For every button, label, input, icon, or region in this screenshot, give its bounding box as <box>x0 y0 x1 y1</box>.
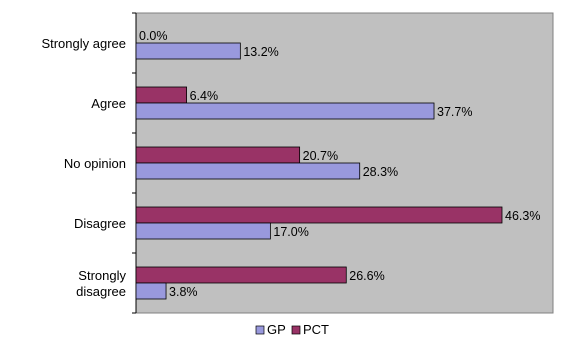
bars: 0.0% 13.2% 6.4% 37.7% 20.7% 28.3% 46.3% 17.0% 26… <box>135 29 540 300</box>
bar-pct-agree <box>135 86 187 104</box>
bar-pct-strongly-disagree <box>135 266 347 284</box>
bar-gp-no-opinion <box>135 162 361 180</box>
legend-swatch-gp <box>255 325 265 335</box>
category-label-no-opinion: No opinion <box>64 156 126 171</box>
category-label-agree: Agree <box>91 96 126 111</box>
data-label-gp-strongly-agree: 13.2% <box>243 45 278 59</box>
bar-gp-strongly-agree <box>135 42 241 60</box>
data-label-pct-no-opinion: 20.7% <box>303 149 338 163</box>
bar-gp-disagree <box>135 222 271 240</box>
data-label-gp-agree: 37.7% <box>437 105 472 119</box>
category-label-strongly-disagree-line-1: Strongly <box>78 268 126 283</box>
data-label-pct-strongly-disagree: 26.6% <box>349 269 384 283</box>
legend-swatch-pct <box>291 325 301 335</box>
data-label-gp-no-opinion: 28.3% <box>363 165 398 179</box>
bar-gp-agree <box>135 102 435 120</box>
data-label-pct-strongly-agree: 0.0% <box>139 29 168 43</box>
bar-pct-disagree <box>135 206 503 224</box>
category-axis <box>132 12 137 314</box>
legend: GP PCT <box>255 322 329 337</box>
data-label-pct-disagree: 46.3% <box>505 209 540 223</box>
data-label-pct-agree: 6.4% <box>190 89 219 103</box>
bar-gp-strongly-disagree <box>135 282 167 300</box>
data-label-gp-strongly-disagree: 3.8% <box>169 285 198 299</box>
data-label-gp-disagree: 17.0% <box>273 225 308 239</box>
category-label-strongly-agree: Strongly agree <box>41 36 126 51</box>
category-labels: Strongly agree Agree No opinion Disagree Str… <box>41 36 126 299</box>
category-label-strongly-disagree-line-2: disagree <box>76 284 126 299</box>
category-label-disagree: Disagree <box>74 216 126 231</box>
legend-label-gp: GP <box>267 322 286 337</box>
bar-pct-no-opinion <box>135 146 301 164</box>
legend-label-pct: PCT <box>303 322 329 337</box>
